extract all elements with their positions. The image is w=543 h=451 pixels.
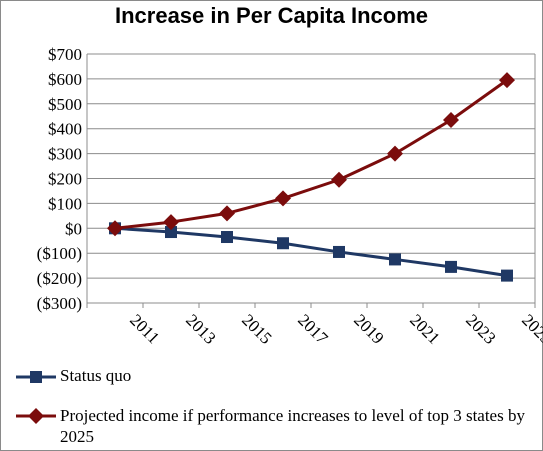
data-point-status-quo bbox=[165, 226, 177, 239]
data-point-status-quo bbox=[501, 269, 513, 282]
x-tick-label: 2021 bbox=[406, 310, 443, 347]
data-point-projected bbox=[163, 214, 179, 231]
x-tick-label: 2013 bbox=[182, 310, 219, 347]
data-point-projected bbox=[107, 220, 123, 237]
y-tick-label: $0 bbox=[65, 219, 82, 238]
y-tick-label: ($200) bbox=[37, 269, 82, 288]
x-tick-label: 2011 bbox=[126, 310, 163, 347]
data-point-status-quo bbox=[277, 237, 289, 250]
x-tick-label: 2023 bbox=[462, 310, 499, 347]
data-point-status-quo bbox=[333, 245, 345, 258]
series-line-projected bbox=[114, 78, 508, 230]
data-point-projected bbox=[443, 111, 459, 128]
x-tick-label: 2015 bbox=[238, 310, 275, 347]
legend-label-projected: Projected income if performance increase… bbox=[60, 406, 525, 446]
data-point-status-quo bbox=[445, 260, 457, 273]
data-point-projected bbox=[499, 72, 515, 89]
y-tick-label: $600 bbox=[48, 70, 82, 89]
x-tick-label: 2025 bbox=[518, 310, 543, 347]
data-point-projected bbox=[331, 171, 347, 188]
y-tick-label: $400 bbox=[48, 120, 82, 139]
x-tick-label: 2019 bbox=[350, 310, 387, 347]
legend-marker-projected bbox=[16, 408, 56, 424]
x-tick-label: 2017 bbox=[294, 310, 332, 348]
data-point-status-quo bbox=[389, 253, 401, 266]
data-point-projected bbox=[275, 190, 291, 207]
y-tick-label: ($100) bbox=[37, 244, 82, 263]
y-tick-label: $100 bbox=[48, 194, 82, 213]
chart-title: Increase in Per Capita Income bbox=[114, 3, 429, 28]
data-point-projected bbox=[219, 205, 235, 222]
data-point-status-quo bbox=[221, 231, 233, 244]
legend-marker-status-quo bbox=[16, 371, 56, 383]
y-tick-label: $200 bbox=[48, 170, 82, 189]
legend-label-status-quo: Status quo bbox=[60, 366, 132, 385]
data-point-projected bbox=[387, 145, 403, 162]
y-tick-label: ($300) bbox=[37, 294, 82, 313]
y-tick-label: $500 bbox=[48, 95, 82, 114]
y-tick-label: $700 bbox=[48, 45, 82, 64]
series-line-status-quo bbox=[114, 226, 508, 278]
y-tick-label: $300 bbox=[48, 145, 82, 164]
